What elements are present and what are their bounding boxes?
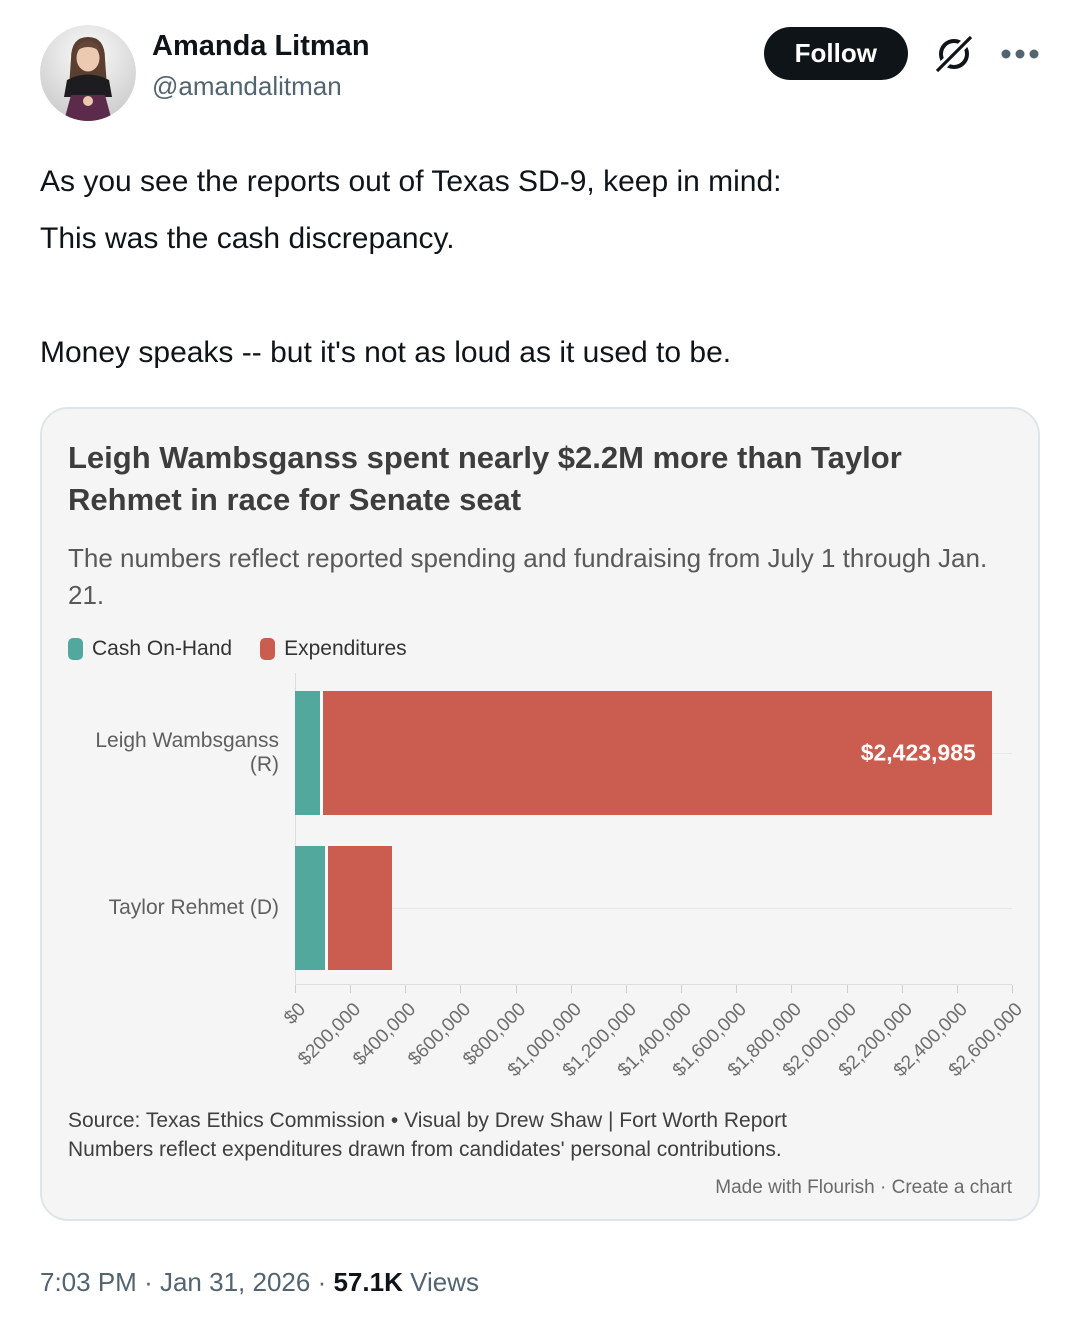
post-time: 7:03 PM: [40, 1267, 137, 1298]
more-dots-icon: [1001, 49, 1039, 58]
avatar[interactable]: [40, 25, 136, 121]
tick-mark: [295, 985, 296, 994]
tweet-header: Amanda Litman @amandalitman Follow: [40, 25, 1040, 121]
source-line-2: Numbers reflect expenditures drawn from …: [68, 1138, 782, 1162]
more-button[interactable]: [1000, 48, 1040, 60]
tick-mark: [681, 985, 683, 994]
legend-label-cash: Cash On-Hand: [92, 637, 233, 661]
bar-chart: Leigh Wambsganss (R) $2,423,985 Taylor R…: [68, 673, 1027, 1103]
grok-icon: [933, 33, 975, 74]
cash-bar: [295, 691, 321, 816]
tick-mark: [1012, 985, 1013, 994]
tweet-paragraph-2: Money speaks -- but it's not as loud as …: [40, 336, 732, 369]
expenditures-bar: [324, 846, 392, 971]
legend-item-expenditures: Expenditures: [260, 637, 407, 661]
meta-separator: ·: [144, 1267, 153, 1298]
tick-mark: [791, 985, 793, 994]
chart-rows: Leigh Wambsganss (R) $2,423,985 Taylor R…: [68, 673, 1012, 985]
source-line-1: Source: Texas Ethics Commission • Visual…: [68, 1109, 787, 1133]
tick-mark: [515, 985, 517, 994]
category-label: Leigh Wambsganss (R): [95, 729, 279, 777]
chart-title: Leigh Wambsganss spent nearly $2.2M more…: [68, 440, 902, 518]
legend-swatch-expenditures: [260, 638, 276, 661]
grok-button[interactable]: [932, 32, 976, 76]
legend-label-expenditures: Expenditures: [284, 637, 407, 661]
x-axis: $0 $200,000 $400,000 $600,000 $800,000 $1,000…: [280, 985, 1027, 1103]
bar-group: [295, 846, 1012, 971]
avatar-image: [40, 25, 136, 121]
tick-mark: [901, 985, 903, 994]
tweet-paragraph-1: As you see the reports out of Texas SD-9…: [40, 153, 1040, 267]
zero-axis-line: [295, 673, 296, 985]
tick-mark: [350, 985, 352, 994]
tick-mark: [460, 985, 462, 994]
tick-mark: [405, 985, 407, 994]
tweet-line-2: This was the cash discrepancy.: [40, 222, 455, 255]
chart-legend: Cash On-Hand Expenditures: [68, 637, 1012, 661]
tweet-meta: 7:03 PM · Jan 31, 2026 · 57.1K Views: [40, 1267, 1040, 1298]
chart-card[interactable]: Leigh Wambsganss spent nearly $2.2M more…: [40, 407, 1040, 1222]
meta-separator: ·: [317, 1267, 327, 1298]
cash-bar: [295, 846, 325, 971]
user-handle[interactable]: @amandalitman: [152, 70, 342, 101]
chart-source: Source: Texas Ethics Commission • Visual…: [68, 1107, 1012, 1165]
tick-mark: [736, 985, 738, 994]
views-count: 57.1K: [333, 1267, 403, 1298]
tick-mark: [570, 985, 572, 994]
post-date: Jan 31, 2026: [159, 1267, 311, 1298]
tick-mark: [956, 985, 958, 994]
bar-group: $2,423,985: [295, 691, 1012, 816]
identity: Amanda Litman @amandalitman: [152, 25, 370, 102]
bar-value-label: $2,423,985: [860, 739, 976, 766]
tweet-line-1: As you see the reports out of Texas SD-9…: [40, 165, 782, 198]
chart-row: Leigh Wambsganss (R) $2,423,985: [68, 691, 1012, 816]
header-controls: Follow: [763, 25, 1040, 80]
x-tick-label: $0: [280, 999, 310, 1029]
display-name[interactable]: Amanda Litman: [152, 30, 370, 62]
tick-mark: [846, 985, 848, 994]
row-gridline: [295, 908, 1012, 910]
tweet-text: As you see the reports out of Texas SD-9…: [40, 153, 1040, 381]
category-label: Taylor Rehmet (D): [108, 896, 279, 920]
x-axis-baseline: [295, 984, 1012, 986]
follow-button[interactable]: Follow: [763, 27, 908, 80]
legend-item-cash: Cash On-Hand: [68, 637, 232, 661]
flourish-attribution: Made with Flourish · Create a chart: [715, 1177, 1012, 1199]
tick-mark: [625, 985, 627, 994]
chart-row: Taylor Rehmet (D): [68, 846, 1012, 971]
expenditures-bar: $2,423,985: [320, 691, 992, 816]
chart-subtitle: The numbers reflect reported spending an…: [68, 543, 988, 611]
views-label: Views: [410, 1267, 479, 1298]
legend-swatch-cash: [68, 638, 83, 661]
